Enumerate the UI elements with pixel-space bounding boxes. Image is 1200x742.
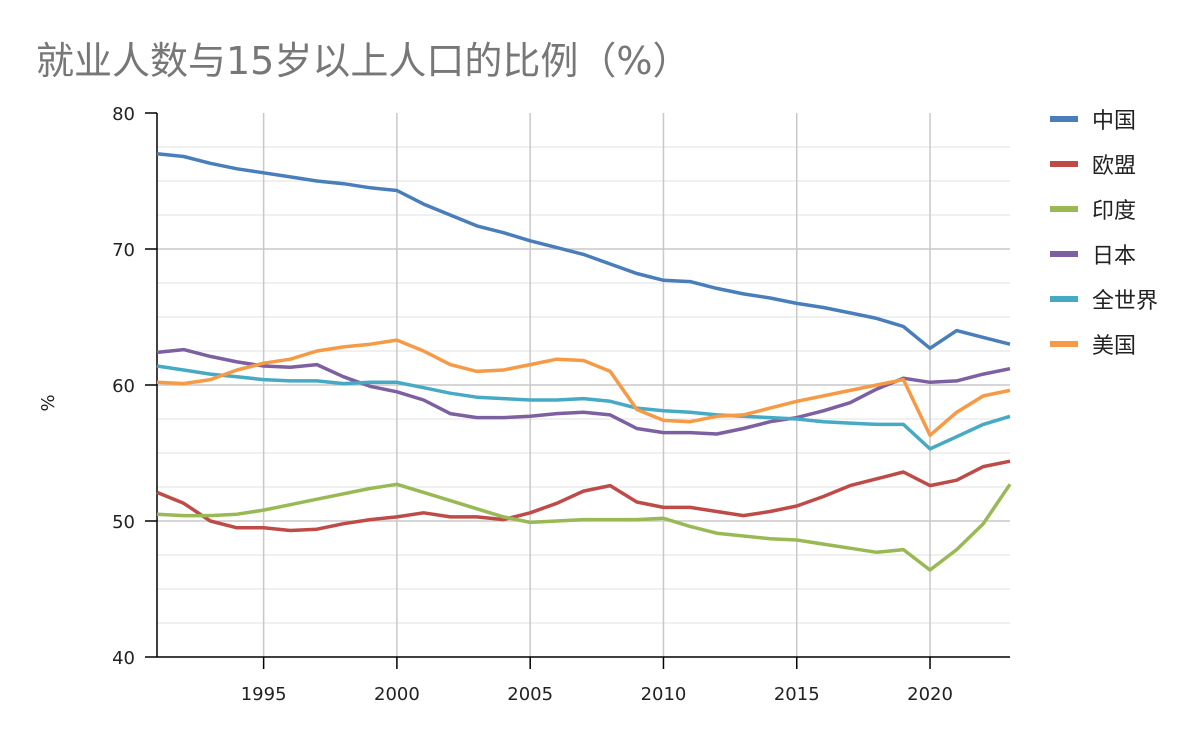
x-tick-label: 2010	[641, 684, 687, 705]
legend-swatch	[1050, 295, 1078, 302]
legend-item: 中国	[1050, 96, 1158, 141]
y-tick-label: 70	[112, 240, 135, 261]
legend-swatch	[1050, 160, 1078, 167]
series-line-0	[156, 152, 1011, 351]
legend-swatch	[1050, 115, 1078, 122]
x-tick-label: 2020	[907, 684, 953, 705]
y-axis-label: %	[38, 394, 59, 411]
x-tick-label: 1995	[241, 684, 287, 705]
chart-title: 就业人数与15岁以上人口的比例（%）	[36, 39, 691, 83]
legend-label: 日本	[1092, 243, 1137, 269]
series-line-2	[156, 482, 1012, 572]
series-line-3	[156, 347, 1011, 436]
y-tick-label: 50	[112, 512, 135, 533]
legend-label: 中国	[1092, 108, 1137, 134]
legend-swatch	[1050, 340, 1078, 347]
legend-item: 全世界	[1050, 276, 1158, 321]
legend-item: 美国	[1050, 321, 1158, 366]
legend-item: 印度	[1050, 186, 1158, 231]
series-line-1	[156, 459, 1011, 533]
legend-label: 美国	[1092, 333, 1137, 359]
legend-label: 欧盟	[1092, 153, 1137, 179]
legend-item: 日本	[1050, 231, 1158, 276]
legend: 中国欧盟印度日本全世界美国	[1050, 96, 1158, 366]
legend-item: 欧盟	[1050, 141, 1158, 186]
series-line-4	[156, 364, 1011, 451]
x-tick-label: 2015	[774, 684, 820, 705]
x-tick-label: 2000	[374, 684, 420, 705]
legend-swatch	[1050, 250, 1078, 257]
legend-label: 印度	[1092, 198, 1137, 224]
legend-swatch	[1050, 205, 1078, 212]
y-tick-label: 40	[112, 648, 135, 669]
grid	[157, 113, 1010, 657]
y-tick-labels: 40 50 60 70 80	[112, 104, 135, 669]
series-line-5	[156, 338, 1011, 438]
axes	[145, 112, 1010, 669]
y-tick-label: 60	[112, 376, 135, 397]
series-lines	[156, 152, 1012, 572]
x-tick-label: 2005	[507, 684, 553, 705]
x-tick-labels: 1995 2000 2005 2010 2015 2020	[241, 684, 953, 705]
legend-label: 全世界	[1092, 288, 1159, 314]
y-tick-label: 80	[112, 104, 135, 125]
